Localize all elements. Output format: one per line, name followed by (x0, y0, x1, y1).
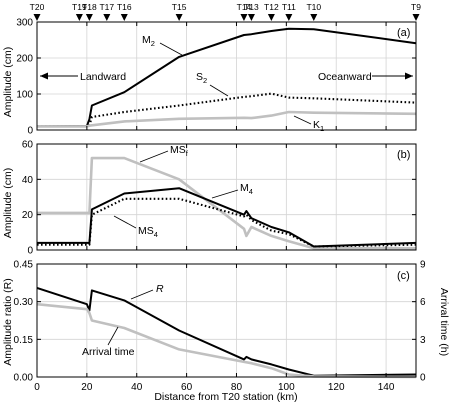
label-R: R (130, 283, 164, 300)
x-tick-label: 80 (231, 382, 243, 393)
panel-tag-c: (c) (397, 270, 410, 282)
y-axis-title-c: Amplitude ratio (R) (2, 278, 14, 366)
svg-text:S2: S2 (196, 71, 207, 85)
station-label: T17 (99, 2, 114, 12)
panel-frame-b (36, 143, 417, 251)
series-line-m2-panel-a (36, 27, 417, 128)
y-tick-label: 60 (22, 140, 34, 151)
y-tick-label: 40 (22, 175, 34, 186)
station-label: T10 (306, 2, 321, 12)
y-tick-label: 20 (22, 210, 34, 221)
station-label: T19 (72, 2, 87, 12)
x-tick-label: 140 (378, 382, 395, 393)
y-axis-title-b: Amplitude (cm) (2, 168, 14, 239)
svg-text:M4: M4 (240, 182, 253, 196)
panel-tag-b: (b) (397, 149, 410, 161)
x-tick-label: 0 (34, 382, 40, 393)
series-line-m4-panel-b (37, 187, 417, 248)
station-marker (247, 14, 255, 21)
y-tick-label: 0.30 (14, 297, 34, 308)
svg-text:M2: M2 (142, 34, 155, 48)
station-label: T13 (244, 2, 259, 12)
label-MS4: MS4 (113, 215, 158, 239)
y-tick-label: 0.00 (14, 373, 34, 384)
y-tick-label: 0.15 (14, 335, 34, 346)
x-tick-label: 60 (181, 382, 193, 393)
panel-frame-c (36, 263, 417, 378)
panel-tag-a: (a) (397, 27, 410, 39)
station-label: T15 (172, 2, 187, 12)
y-tick-label: 300 (16, 18, 33, 29)
svg-text:MS4: MS4 (138, 225, 158, 239)
oceanward-annotation: Oceanward (318, 71, 413, 83)
y2-tick-label: 0 (420, 373, 426, 384)
x-axis-title: Distance from T20 station (km) (154, 391, 297, 403)
y-tick-label: 0 (27, 126, 33, 137)
series-line-msf-panel-b (37, 156, 416, 250)
series-line-ms4-panel-b (37, 197, 417, 248)
x-tick-label: 40 (131, 382, 143, 393)
svg-text:MSf: MSf (170, 144, 189, 158)
svg-text:R: R (156, 283, 164, 295)
series-line-r-panel-c (36, 286, 417, 377)
station-marker (75, 14, 83, 21)
y-tick-label: 100 (16, 90, 33, 101)
landward-annotation: Landward (40, 71, 126, 83)
series-line-arrival-time-panel-c (36, 302, 417, 379)
y2-tick-label: 9 (420, 260, 426, 271)
landward-label: Landward (80, 71, 126, 83)
station-marker (412, 14, 420, 21)
x-tick-label: 100 (278, 382, 295, 393)
oceanward-label: Oceanward (318, 71, 372, 83)
frame-layer (36, 21, 417, 378)
station-label: T20 (30, 2, 45, 12)
station-marker (310, 14, 318, 21)
station-label: T12 (264, 2, 279, 12)
series-layer (36, 27, 417, 379)
x-tick-label: 120 (328, 382, 345, 393)
station-label: T9 (411, 2, 421, 12)
x-tick-label: 20 (81, 382, 93, 393)
station-label: T14 (237, 2, 252, 12)
label-MSf: MSf (139, 144, 189, 163)
station-marker (33, 14, 41, 21)
label-S2: S2 (196, 71, 229, 97)
station-marker (285, 14, 293, 21)
y-tick-label: 200 (16, 54, 33, 65)
station-label: T11 (282, 2, 296, 12)
y2-tick-label: 6 (420, 297, 426, 308)
ticks-layer: 0 100 200 300 0 20 40 60 0.00 0.15 0.30 0.45 0 3 6 9 0 20… (14, 18, 426, 394)
station-label: T16 (117, 2, 132, 12)
station-marker (175, 14, 183, 21)
y-axis-title-a: Amplitude (cm) (2, 47, 14, 118)
panel-frame-a (36, 21, 417, 131)
y-tick-label: 0 (27, 246, 33, 257)
station-label: T18 (82, 2, 97, 12)
station-marker (267, 14, 275, 21)
label-arrival-time: Arrival time (82, 326, 135, 358)
label-K1: K1 (293, 115, 324, 133)
label-M4: M4 (211, 182, 253, 199)
y2-axis-title-c: Arrival time (h) (438, 288, 450, 356)
station-marker (85, 14, 93, 21)
station-marker (240, 14, 248, 21)
svg-text:Arrival time: Arrival time (82, 346, 135, 358)
svg-text:K1: K1 (313, 119, 324, 133)
station-marker (120, 14, 128, 21)
station-marker (103, 14, 111, 21)
series-line-k1-panel-a (37, 110, 417, 128)
series-line-s2-panel-a (37, 92, 417, 128)
y2-tick-label: 3 (420, 335, 426, 346)
label-M2: M2 (142, 34, 183, 56)
y-tick-label: 0.45 (14, 260, 34, 271)
